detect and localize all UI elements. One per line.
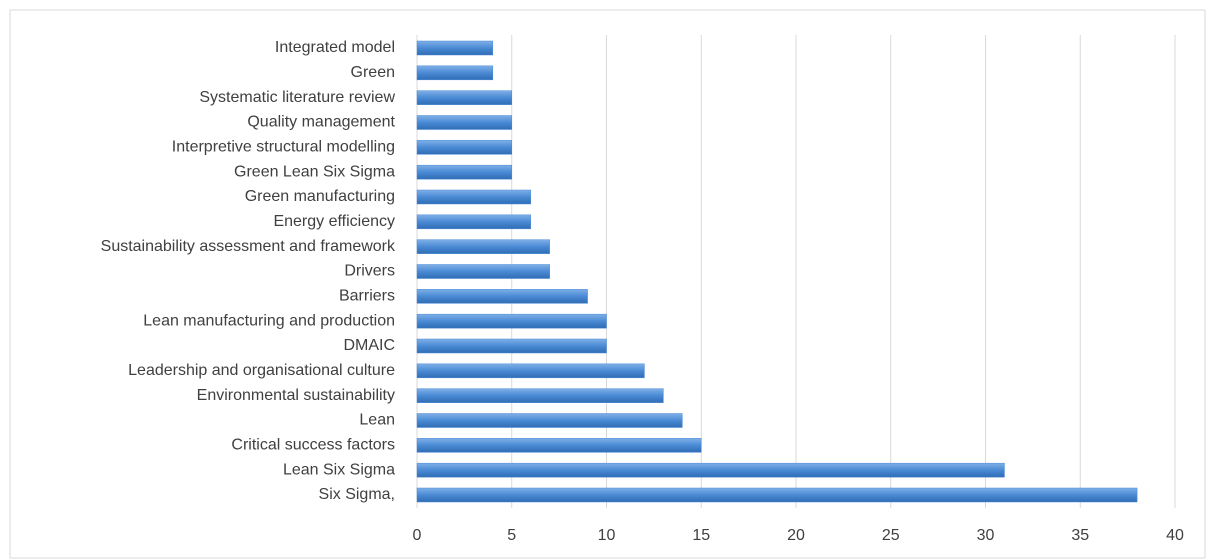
x-tick-label: 35 xyxy=(1071,527,1089,544)
y-tick-label: Energy efficiency xyxy=(273,213,395,230)
bar xyxy=(416,289,588,304)
y-tick-label: Quality management xyxy=(247,114,395,131)
bar xyxy=(416,189,531,205)
y-tick-label: Lean xyxy=(359,412,395,429)
bar xyxy=(416,413,683,428)
bar xyxy=(416,487,1138,503)
bar xyxy=(416,90,512,105)
x-tick-label: 25 xyxy=(882,527,900,544)
bar xyxy=(416,164,512,180)
y-tick-label: Green manufacturing xyxy=(245,188,395,205)
bar xyxy=(416,65,494,81)
x-tick-label: 15 xyxy=(692,527,710,544)
x-tick-label: 30 xyxy=(977,527,995,544)
y-tick-label: Drivers xyxy=(344,263,395,280)
bar xyxy=(416,40,494,56)
bar xyxy=(416,438,702,453)
bar xyxy=(416,264,550,279)
bar xyxy=(416,363,645,379)
y-tick-label: Interpretive structural modelling xyxy=(172,139,395,156)
x-tick-label: 20 xyxy=(787,527,805,544)
y-tick-label: Environmental sustainability xyxy=(197,387,395,404)
bar xyxy=(416,239,550,254)
y-tick-label: Barriers xyxy=(339,288,395,305)
x-tick-label: 0 xyxy=(413,527,422,544)
x-tick-label: 40 xyxy=(1166,527,1184,544)
bar xyxy=(416,115,512,130)
y-tick-label: Six Sigma, xyxy=(319,486,395,503)
y-tick-label: Green Lean Six Sigma xyxy=(234,163,395,180)
bar xyxy=(416,214,531,230)
bar xyxy=(416,462,1005,478)
y-tick-label: Systematic literature review xyxy=(199,89,395,106)
y-tick-label: DMAIC xyxy=(343,337,395,354)
y-tick-label: Critical success factors xyxy=(231,437,395,454)
x-tick-label: 5 xyxy=(507,527,516,544)
y-tick-label: Lean manufacturing and production xyxy=(143,312,395,329)
y-tick-label: Leadership and organisational culture xyxy=(128,362,395,379)
bar xyxy=(416,338,607,354)
y-tick-label: Sustainability assessment and framework xyxy=(101,238,396,255)
y-tick-label: Green xyxy=(351,64,395,81)
bar xyxy=(416,313,607,329)
bar xyxy=(416,140,512,155)
y-tick-label: Lean Six Sigma xyxy=(283,461,395,478)
y-tick-label: Integrated model xyxy=(275,39,395,56)
chart-border xyxy=(9,9,1206,559)
x-tick-label: 10 xyxy=(598,527,616,544)
bar xyxy=(416,388,664,403)
